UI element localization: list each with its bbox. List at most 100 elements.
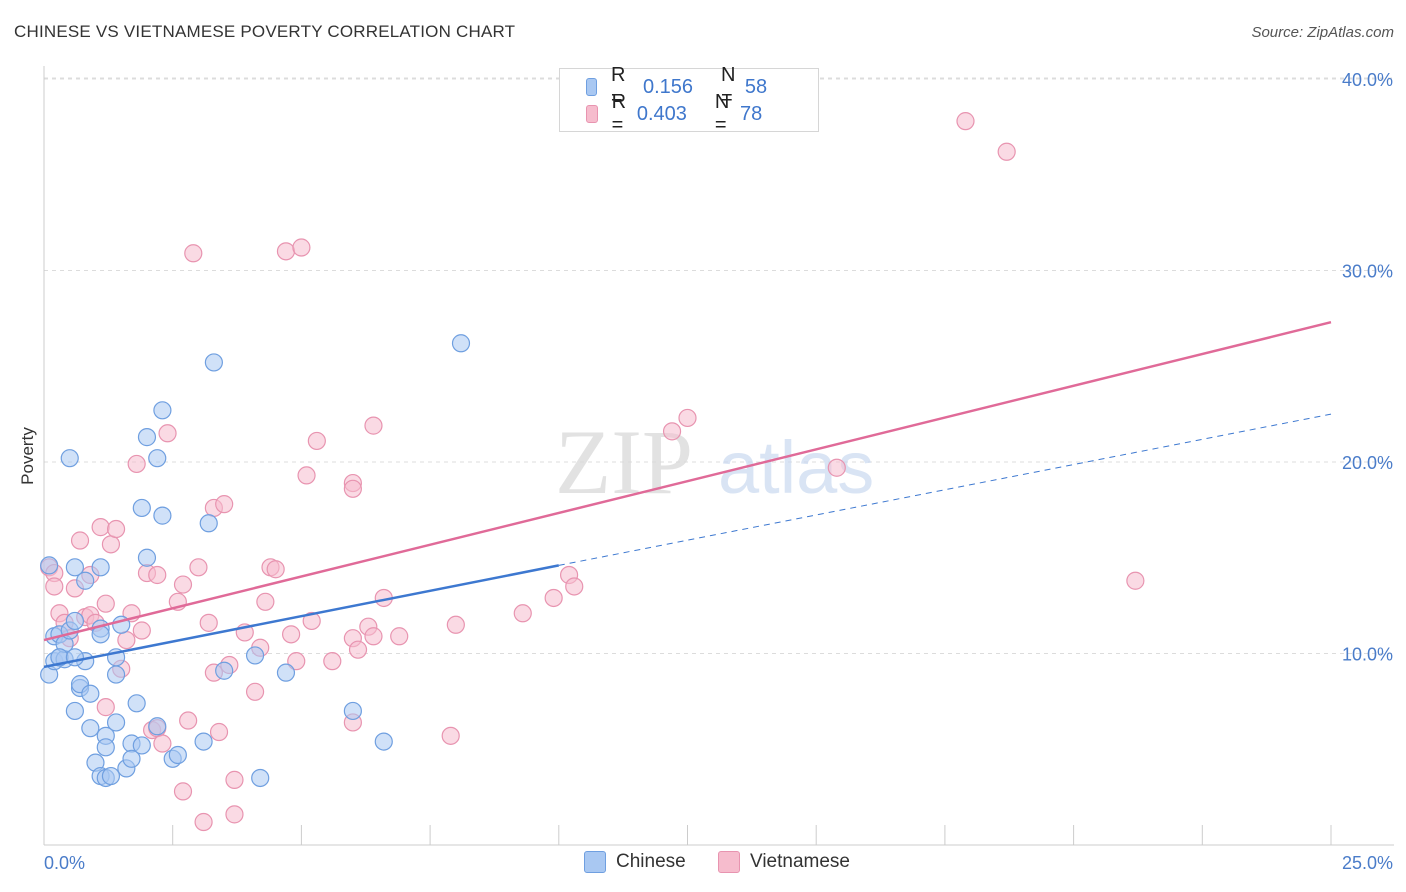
vietnamese-point bbox=[302, 611, 321, 631]
vietnamese-point bbox=[678, 408, 697, 428]
vietnamese-point bbox=[96, 594, 115, 613]
chinese-point bbox=[153, 506, 172, 525]
vietnamese-point bbox=[173, 575, 193, 594]
n-value: 78 bbox=[739, 102, 763, 125]
trend-lines bbox=[43, 320, 1332, 669]
vietnamese-point bbox=[1126, 571, 1145, 590]
gridlines bbox=[44, 77, 1394, 654]
vietnamese-point bbox=[209, 722, 229, 742]
chinese-point bbox=[65, 558, 84, 577]
vietnamese-point bbox=[956, 112, 975, 131]
vietnamese-point bbox=[297, 466, 316, 485]
vietnamese-point bbox=[148, 565, 167, 585]
chinese-point bbox=[127, 694, 146, 713]
vietnamese-point bbox=[245, 682, 265, 701]
chinese-point bbox=[245, 646, 265, 665]
vietnamese-point bbox=[276, 242, 296, 261]
chinese-point bbox=[106, 713, 126, 732]
vietnamese-point bbox=[91, 518, 110, 537]
vietnamese-point bbox=[189, 558, 208, 577]
vietnamese-point bbox=[194, 812, 213, 832]
vietnamese-point bbox=[132, 621, 151, 640]
vietnamese-point bbox=[390, 627, 409, 646]
vietnamese-point bbox=[256, 592, 275, 611]
tick-labels: 10.0% 20.0% 30.0% 40.0% 0.0% 25.0% bbox=[44, 70, 1393, 873]
chinese-point bbox=[199, 514, 218, 533]
chinese-point bbox=[132, 736, 151, 755]
y-tick-label: 40.0% bbox=[1342, 70, 1393, 90]
vietnamese-point bbox=[184, 244, 203, 263]
vietnamese-point bbox=[446, 615, 465, 634]
legend-row-chinese: R = 0.156 N = 58 bbox=[586, 64, 823, 109]
chinese-point bbox=[40, 556, 59, 575]
vietnamese-point bbox=[158, 424, 177, 443]
x-tick-label: 25.0% bbox=[1342, 853, 1393, 873]
chinese-point bbox=[215, 661, 234, 680]
legend-item-chinese: Chinese bbox=[584, 851, 686, 873]
chinese-point bbox=[148, 717, 167, 736]
chart-title: CHINESE VS VIETNAMESE POVERTY CORRELATIO… bbox=[14, 22, 516, 41]
chinese-point bbox=[137, 428, 157, 447]
vietnamese-point bbox=[106, 519, 126, 539]
vietnamese-point bbox=[662, 422, 682, 441]
chinese-point bbox=[81, 684, 100, 703]
vietnamese-point bbox=[307, 431, 326, 451]
vietnamese-point bbox=[364, 627, 383, 646]
vietnamese-trend-line bbox=[43, 320, 1332, 642]
chinese-point bbox=[194, 732, 213, 751]
axes bbox=[43, 66, 1394, 846]
chinese-point bbox=[251, 768, 270, 788]
vietnamese-point bbox=[441, 726, 460, 745]
chinese-point bbox=[451, 334, 471, 353]
n-label: N = bbox=[720, 64, 736, 109]
vietnamese-point bbox=[323, 652, 342, 671]
chinese-point bbox=[65, 648, 84, 667]
legend-label-vietnamese: Vietnamese bbox=[750, 851, 850, 872]
y-tick-label: 20.0% bbox=[1342, 453, 1393, 473]
vietnamese-point bbox=[565, 577, 584, 596]
chinese-point bbox=[65, 611, 84, 631]
r-value: 0.156 bbox=[642, 75, 694, 98]
chinese-point bbox=[204, 353, 223, 372]
legend-row-vietnamese: R = 0.403 N = 78 bbox=[586, 91, 818, 136]
vietnamese-point bbox=[364, 416, 383, 435]
vietnamese-point bbox=[127, 454, 146, 474]
vietnamese-point bbox=[348, 640, 368, 659]
x-tick-label: 0.0% bbox=[44, 853, 85, 873]
chinese-points bbox=[40, 334, 471, 788]
chinese-point bbox=[276, 663, 296, 682]
vietnamese-swatch bbox=[586, 105, 598, 123]
vietnamese-point bbox=[70, 531, 90, 550]
chinese-point bbox=[101, 766, 121, 786]
r-label: R = bbox=[611, 64, 626, 109]
chinese-point bbox=[60, 449, 79, 468]
series-legend: Chinese Vietnamese bbox=[0, 851, 1406, 877]
vietnamese-point bbox=[45, 577, 64, 596]
vietnamese-point bbox=[215, 495, 234, 514]
vietnamese-point bbox=[827, 458, 846, 477]
vietnamese-point bbox=[101, 535, 121, 554]
vietnamese-point bbox=[225, 770, 244, 789]
chart-source: Source: ZipAtlas.com bbox=[1251, 24, 1394, 41]
chinese-swatch bbox=[586, 78, 598, 96]
vietnamese-point bbox=[199, 613, 218, 632]
vietnamese-point bbox=[153, 734, 172, 753]
vietnamese-point bbox=[179, 711, 198, 730]
chinese-point bbox=[122, 749, 141, 768]
chinese-point bbox=[96, 738, 115, 757]
chinese-point bbox=[148, 449, 167, 468]
chinese-point bbox=[76, 571, 95, 590]
vietnamese-point bbox=[997, 142, 1016, 161]
vietnamese-point bbox=[173, 782, 193, 801]
r-label: R = bbox=[611, 91, 627, 136]
chinese-point bbox=[65, 701, 84, 721]
legend-label-chinese: Chinese bbox=[616, 851, 686, 872]
n-label: N = bbox=[714, 91, 730, 136]
chinese-point bbox=[374, 732, 393, 751]
chinese-point bbox=[106, 665, 126, 684]
vietnamese-point bbox=[292, 238, 311, 257]
vietnamese-point bbox=[225, 805, 244, 824]
r-value: 0.403 bbox=[636, 102, 687, 125]
chinese-point bbox=[132, 498, 151, 518]
